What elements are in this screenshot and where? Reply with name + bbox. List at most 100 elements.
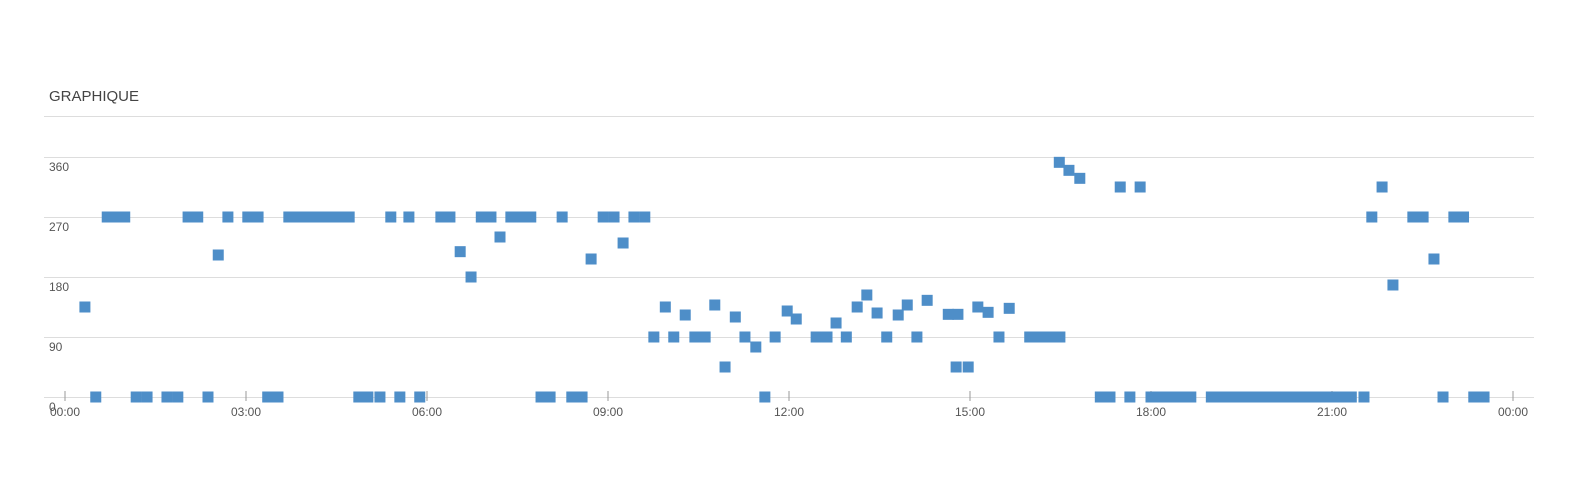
point: [1044, 331, 1056, 343]
point: [212, 249, 224, 261]
point: [544, 391, 556, 403]
point: [293, 211, 305, 223]
point: [403, 211, 415, 223]
point: [1335, 391, 1347, 403]
x-tick-label: 00:00: [50, 405, 80, 419]
point: [1428, 253, 1440, 265]
x-tick-label: 12:00: [774, 405, 804, 419]
point: [1448, 211, 1460, 223]
point: [1458, 211, 1470, 223]
point: [1315, 391, 1327, 403]
point: [597, 211, 609, 223]
point: [515, 211, 527, 223]
point: [1205, 391, 1217, 403]
point: [821, 331, 833, 343]
point: [525, 211, 537, 223]
point: [921, 294, 933, 306]
point: [79, 301, 91, 313]
point: [1114, 181, 1126, 193]
point: [172, 391, 184, 403]
point: [952, 308, 964, 320]
point: [272, 391, 284, 403]
x-tick-label: 03:00: [231, 405, 261, 419]
point: [283, 211, 295, 223]
point: [444, 211, 456, 223]
point: [130, 391, 142, 403]
point: [781, 305, 793, 317]
point: [566, 391, 578, 403]
x-tick-label: 21:00: [1317, 405, 1347, 419]
point: [1366, 211, 1378, 223]
point: [1185, 391, 1197, 403]
point: [1225, 391, 1237, 403]
point: [1417, 211, 1429, 223]
point: [1468, 391, 1480, 403]
x-tick-label: 18:00: [1136, 405, 1166, 419]
point: [202, 391, 214, 403]
point: [840, 331, 852, 343]
point: [475, 211, 487, 223]
point: [709, 299, 721, 311]
point: [739, 331, 751, 343]
point: [790, 313, 802, 325]
point: [323, 211, 335, 223]
point: [1215, 391, 1227, 403]
point: [1024, 331, 1036, 343]
point: [871, 307, 883, 319]
point: [161, 391, 173, 403]
point: [343, 211, 355, 223]
point: [1124, 391, 1136, 403]
point: [576, 391, 588, 403]
point: [617, 237, 629, 249]
point: [668, 331, 680, 343]
point: [109, 211, 121, 223]
point: [1345, 391, 1357, 403]
point: [1478, 391, 1490, 403]
point: [222, 211, 234, 223]
point: [1285, 391, 1297, 403]
point: [374, 391, 386, 403]
point: [494, 231, 506, 243]
point: [911, 331, 923, 343]
point: [485, 211, 497, 223]
point: [972, 301, 984, 313]
point: [993, 331, 1005, 343]
point: [1003, 302, 1015, 314]
point: [719, 361, 731, 373]
point: [851, 301, 863, 313]
y-tick-label: 360: [49, 160, 69, 174]
point: [1054, 331, 1066, 343]
point: [435, 211, 447, 223]
point: [729, 311, 741, 323]
point: [699, 331, 711, 343]
point: [1165, 391, 1177, 403]
point: [1275, 391, 1287, 403]
point: [1437, 391, 1449, 403]
point: [608, 211, 620, 223]
chart-title: GRAPHIQUE: [49, 88, 139, 105]
point: [585, 253, 597, 265]
point: [101, 211, 113, 223]
point: [192, 211, 204, 223]
point: [385, 211, 397, 223]
y-tick-label: 180: [49, 280, 69, 294]
point: [628, 211, 640, 223]
point: [313, 211, 325, 223]
point: [1265, 391, 1277, 403]
point: [333, 211, 345, 223]
point: [1074, 172, 1086, 184]
point: [252, 211, 264, 223]
point: [689, 331, 701, 343]
point: [303, 211, 315, 223]
point: [465, 271, 477, 283]
point: [362, 391, 374, 403]
point: [1407, 211, 1419, 223]
point: [950, 361, 962, 373]
point: [90, 391, 102, 403]
point: [1104, 391, 1116, 403]
point: [881, 331, 893, 343]
x-tick-label: 06:00: [412, 405, 442, 419]
point: [141, 391, 153, 403]
point: [901, 299, 913, 311]
